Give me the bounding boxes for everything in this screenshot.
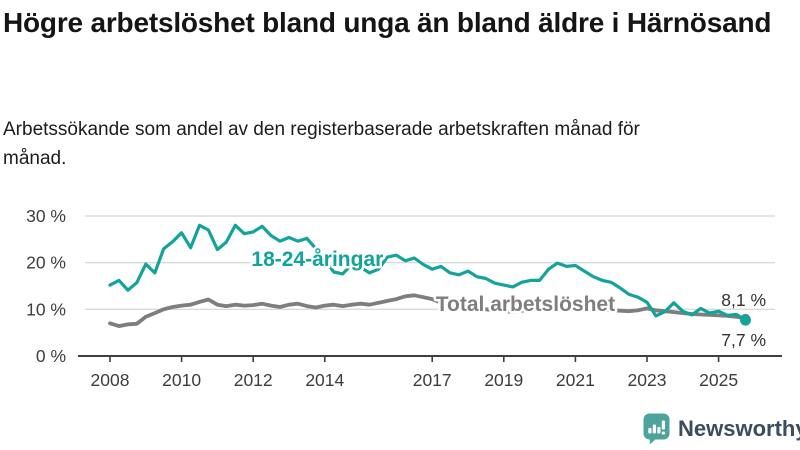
x-axis-label-2008: 2008 <box>91 370 130 390</box>
x-axis-label-2010: 2010 <box>162 370 201 390</box>
series-end-value-label-0: 8,1 % <box>721 290 766 310</box>
x-axis-label-2012: 2012 <box>234 370 273 390</box>
x-axis-label-2019: 2019 <box>484 370 523 390</box>
x-axis-label-2017: 2017 <box>413 370 452 390</box>
x-axis-label-2021: 2021 <box>556 370 595 390</box>
newsworthy-logo-icon <box>643 413 670 445</box>
y-axis-label-20: 20 % <box>26 253 66 273</box>
series-line-1 <box>108 223 748 322</box>
y-axis-label-10: 10 % <box>26 299 66 319</box>
x-axis-label-2025: 2025 <box>699 370 738 390</box>
page-title: Högre arbetslöshet bland unga än bland ä… <box>3 7 772 38</box>
y-axis-label-30: 30 % <box>26 206 66 226</box>
y-axis-label-0: 0 % <box>36 346 66 366</box>
x-axis-label-2014: 2014 <box>305 370 344 390</box>
series-inline-label-0: Total arbetslöshet <box>436 293 615 316</box>
page-subtitle: Arbetssökande som andel av den registerb… <box>3 119 640 169</box>
series-inline-label-1: 18-24-åringar <box>251 248 383 271</box>
branding-name: Newsworthy <box>678 415 800 441</box>
branding: Newsworthy <box>642 412 800 445</box>
x-axis-label-2023: 2023 <box>628 370 667 390</box>
series-end-dot-1 <box>739 314 751 326</box>
series-line-0 <box>108 293 748 329</box>
series-end-value-label-1: 7,7 % <box>721 330 766 350</box>
